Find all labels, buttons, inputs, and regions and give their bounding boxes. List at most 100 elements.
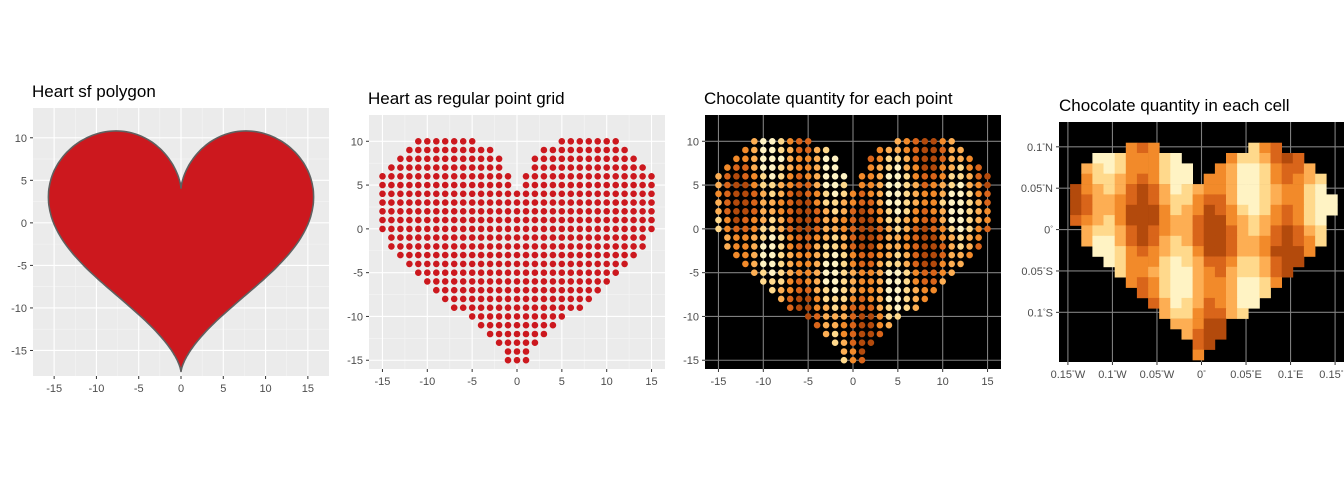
data-point bbox=[804, 278, 812, 285]
data-point bbox=[957, 234, 964, 241]
data-point bbox=[406, 225, 413, 233]
data-point bbox=[894, 225, 902, 233]
heatmap-cell bbox=[1170, 173, 1182, 185]
data-point bbox=[415, 260, 422, 268]
axis-labels: -15 -10 -5 0 5 10 15 10 5 0 -5 -10 -15 bbox=[11, 133, 314, 395]
data-point bbox=[742, 155, 749, 163]
data-point bbox=[751, 243, 758, 250]
data-point bbox=[576, 304, 584, 312]
data-point bbox=[742, 173, 749, 180]
data-point bbox=[876, 251, 884, 259]
data-point bbox=[531, 234, 539, 241]
data-point bbox=[948, 199, 955, 206]
data-point bbox=[513, 251, 521, 259]
data-point bbox=[948, 155, 955, 163]
data-layer bbox=[379, 138, 655, 364]
data-point bbox=[441, 234, 449, 241]
data-point bbox=[966, 216, 973, 224]
heatmap-cell bbox=[1070, 215, 1082, 226]
heatmap-cell bbox=[1103, 194, 1115, 206]
heatmap-cell bbox=[1081, 184, 1093, 195]
data-point bbox=[594, 199, 601, 206]
data-point bbox=[795, 225, 803, 233]
heatmap-cell bbox=[1136, 194, 1149, 206]
heatmap-cell bbox=[1159, 163, 1171, 175]
data-layer bbox=[715, 138, 991, 364]
data-point bbox=[639, 173, 646, 180]
heatmap-cell bbox=[1259, 142, 1271, 154]
data-point bbox=[822, 164, 830, 171]
data-point bbox=[813, 260, 821, 268]
heatmap-cell bbox=[1226, 277, 1238, 288]
data-point bbox=[549, 295, 557, 303]
data-point bbox=[760, 155, 767, 163]
heatmap-cell bbox=[1092, 153, 1104, 164]
data-point bbox=[786, 146, 794, 154]
heatmap-cell bbox=[1226, 308, 1238, 319]
data-point bbox=[468, 199, 476, 206]
heatmap-cell bbox=[1192, 204, 1205, 216]
data-point bbox=[831, 321, 839, 329]
data-point bbox=[576, 146, 584, 154]
data-point bbox=[567, 146, 575, 154]
heatmap-cell bbox=[1259, 194, 1271, 206]
data-point bbox=[477, 155, 485, 163]
data-point bbox=[903, 260, 911, 268]
heatmap-cell bbox=[1192, 194, 1205, 206]
heatmap-cell bbox=[1237, 204, 1249, 216]
data-point bbox=[522, 313, 530, 320]
x-tick-label: -5 bbox=[134, 383, 144, 395]
heatmap-cell bbox=[1214, 256, 1227, 268]
data-point bbox=[450, 260, 458, 268]
data-point bbox=[948, 181, 955, 189]
heatmap-cell bbox=[1259, 215, 1271, 226]
panel-heart-polygon: Heart sf polygon -15 -10 -5 0 5 10 15 10 5 0 -5 -10… bbox=[11, 82, 329, 395]
data-point bbox=[468, 295, 476, 303]
heatmap-cell bbox=[1181, 308, 1193, 319]
heatmap-cell bbox=[1203, 308, 1216, 319]
heatmap-cell bbox=[1103, 173, 1115, 185]
heatmap-cell bbox=[1315, 173, 1327, 185]
data-point bbox=[612, 190, 619, 198]
data-point bbox=[549, 313, 557, 320]
data-point bbox=[876, 295, 884, 303]
heatmap-cell bbox=[1103, 225, 1115, 237]
data-point bbox=[858, 199, 866, 206]
data-point bbox=[576, 269, 584, 277]
data-point bbox=[885, 225, 893, 233]
heatmap-cell bbox=[1103, 246, 1115, 257]
data-point bbox=[921, 260, 929, 268]
data-point bbox=[760, 164, 767, 171]
heatmap-cell bbox=[1259, 287, 1271, 299]
data-point bbox=[406, 251, 413, 259]
heatmap-cell bbox=[1136, 266, 1149, 278]
data-point bbox=[894, 286, 902, 294]
data-point bbox=[612, 234, 619, 241]
data-point bbox=[840, 339, 848, 347]
data-point bbox=[495, 190, 503, 198]
data-point bbox=[424, 138, 431, 145]
heatmap-cell bbox=[1259, 266, 1271, 278]
data-point bbox=[975, 225, 982, 233]
heatmap-cell bbox=[1103, 215, 1115, 226]
heatmap-cell bbox=[1237, 266, 1249, 278]
data-point bbox=[760, 146, 767, 154]
data-point bbox=[733, 225, 740, 233]
data-point bbox=[822, 173, 830, 180]
data-point bbox=[867, 330, 875, 338]
heatmap-cell bbox=[1303, 235, 1316, 247]
data-point bbox=[751, 225, 758, 233]
data-point bbox=[558, 243, 566, 250]
data-point bbox=[477, 173, 485, 180]
data-point bbox=[921, 286, 929, 294]
data-point bbox=[867, 173, 875, 180]
data-point bbox=[424, 199, 431, 206]
data-point bbox=[433, 234, 440, 241]
x-tick-label: 15 bbox=[302, 383, 314, 395]
data-point bbox=[531, 216, 539, 224]
data-point bbox=[777, 216, 785, 224]
data-point bbox=[876, 146, 884, 154]
heatmap-cell bbox=[1237, 194, 1249, 206]
data-point bbox=[540, 243, 548, 250]
data-point bbox=[813, 313, 821, 320]
